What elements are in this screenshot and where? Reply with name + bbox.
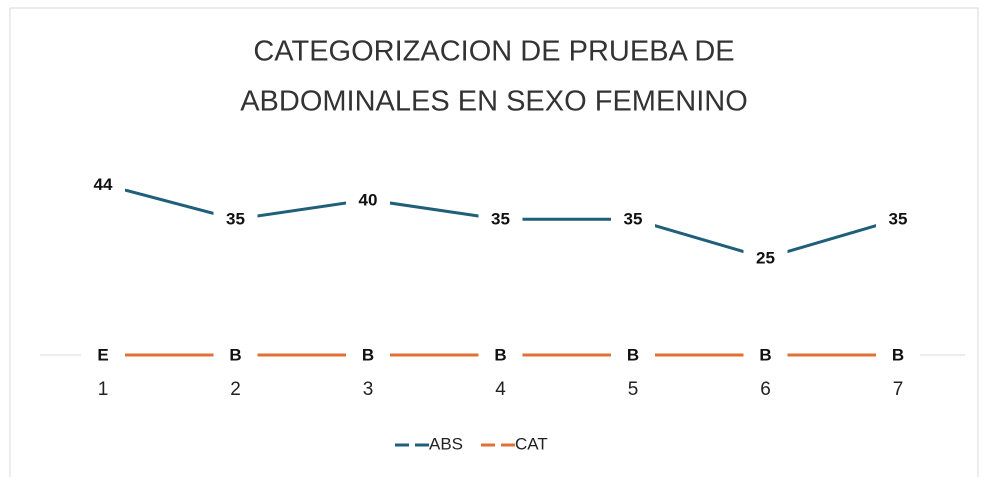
label-bg xyxy=(478,207,523,232)
data-label: B xyxy=(627,345,639,364)
label-bg xyxy=(213,207,258,232)
x-tick-label: 6 xyxy=(760,379,771,400)
legend-label: CAT xyxy=(515,434,548,453)
data-label: B xyxy=(892,345,904,364)
data-label: 35 xyxy=(889,210,908,229)
x-tick-label: 3 xyxy=(363,379,374,400)
data-label: B xyxy=(494,345,506,364)
label-bg xyxy=(876,343,920,367)
x-tick-label: 2 xyxy=(230,379,241,400)
label-bg xyxy=(81,343,125,367)
data-label: E xyxy=(97,345,108,364)
data-label: B xyxy=(362,345,374,364)
data-label: 40 xyxy=(359,190,378,209)
label-bg xyxy=(611,343,655,367)
legend-label: ABS xyxy=(429,434,463,453)
label-bg xyxy=(213,343,258,367)
x-tick-label: 5 xyxy=(628,379,639,400)
chart-title: CATEGORIZACION DE PRUEBA DE xyxy=(253,36,734,68)
label-bg xyxy=(743,343,788,367)
chart-frame xyxy=(9,7,979,477)
x-tick-label: 4 xyxy=(495,379,506,400)
chart-title: ABDOMINALES EN SEXO FEMENINO xyxy=(240,86,748,118)
data-label: 44 xyxy=(94,175,113,194)
label-bg xyxy=(346,343,390,367)
label-bg xyxy=(743,246,788,270)
label-bg xyxy=(876,207,920,232)
data-label: 35 xyxy=(491,210,510,229)
data-label: 35 xyxy=(624,210,643,229)
x-tick-label: 7 xyxy=(893,379,904,400)
label-bg xyxy=(478,343,523,367)
data-label: B xyxy=(759,345,771,364)
label-bg xyxy=(81,172,125,197)
data-label: 35 xyxy=(226,210,245,229)
data-label: B xyxy=(229,345,241,364)
label-bg xyxy=(346,187,390,212)
data-label: 25 xyxy=(756,248,775,267)
x-tick-label: 1 xyxy=(98,379,109,400)
label-bg xyxy=(611,207,655,232)
